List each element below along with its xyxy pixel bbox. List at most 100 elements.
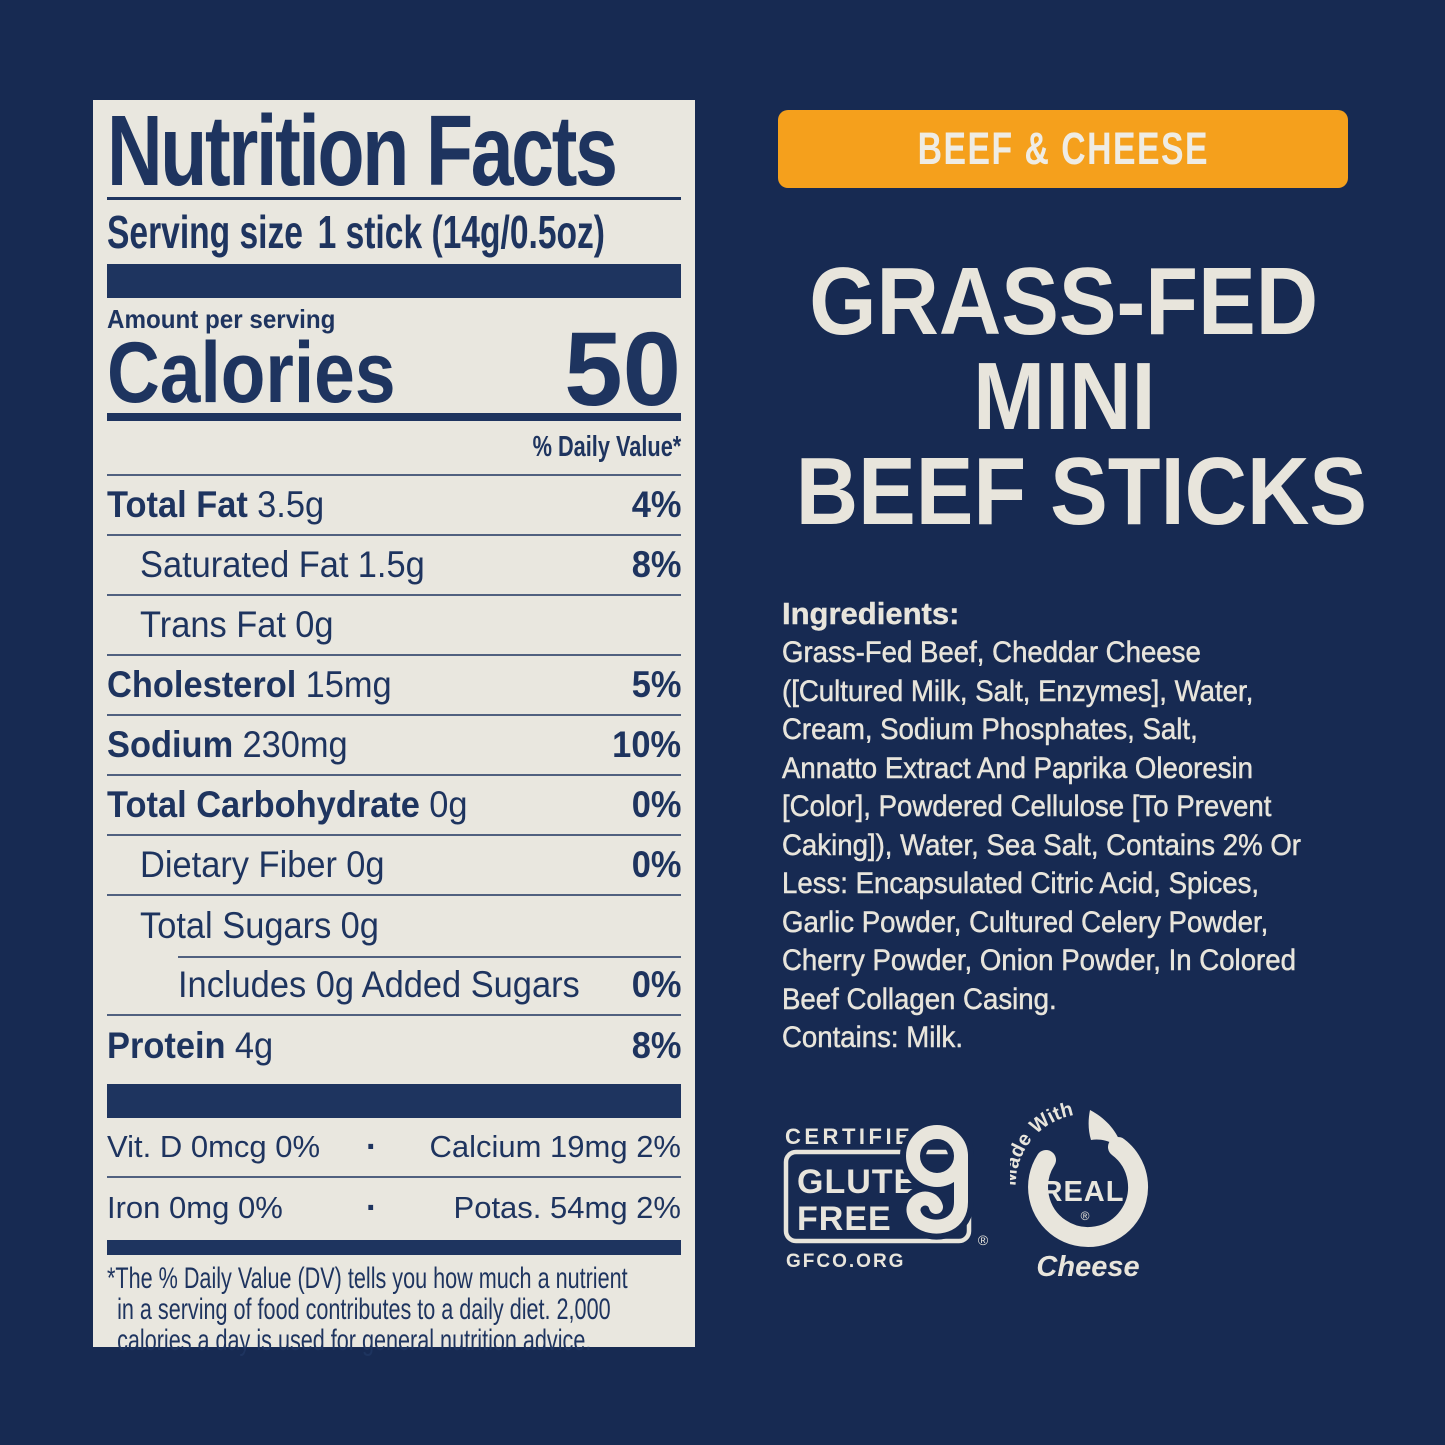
product-title: GRASS-FED MINI BEEF STICKS	[764, 248, 1367, 545]
nutrient-row-sodium: Sodium 230mg 10%	[107, 716, 681, 776]
nutrient-row-added-sugars: Includes 0g Added Sugars 0%	[107, 956, 681, 1016]
nutrient-dv: 8%	[631, 1025, 681, 1066]
nutrient-label: Cholesterol	[107, 664, 297, 705]
micronutrient-row-iron-potassium: Iron 0mg 0% · Potas. 54mg 2%	[107, 1178, 681, 1238]
footnote-line: *The % Daily Value (DV) tells you how mu…	[107, 1262, 628, 1295]
thick-bar	[107, 1084, 681, 1118]
nutrient-row-saturated-fat: Saturated Fat 1.5g 8%	[107, 536, 681, 596]
nutrient-label: Total Sugars	[140, 905, 332, 946]
serving-size-row: Serving size 1 stick (14g/0.5oz)	[107, 208, 681, 256]
title-divider	[107, 197, 681, 200]
daily-value-header: % Daily Value*	[107, 421, 681, 476]
nutrient-row-total-carbohydrate: Total Carbohydrate 0g 0%	[107, 776, 681, 836]
nutrient-text: Includes 0g Added Sugars	[178, 964, 580, 1006]
nutrient-value: 4g	[234, 1025, 274, 1066]
flavor-badge-label: BEEF & CHEESE	[917, 123, 1209, 174]
nutrient-dv: 4%	[631, 484, 681, 525]
serving-size-text: Serving size 1 stick (14g/0.5oz)	[107, 208, 605, 256]
separator-dot: ·	[366, 1127, 378, 1166]
ingredients-line: Garlic Powder, Cultured Celery Powder,	[782, 905, 1269, 939]
ingredients-line: Caking]), Water, Sea Salt, Contains 2% O…	[782, 828, 1302, 862]
nutrient-label: Saturated Fat	[140, 544, 349, 585]
real-cheese-text: Cheese	[1036, 1251, 1139, 1283]
registered-mark-icon: ®	[978, 1232, 989, 1248]
micro-left: Iron 0mg 0%	[107, 1190, 283, 1225]
daily-value-footnote: *The % Daily Value (DV) tells you how mu…	[107, 1263, 681, 1356]
nutrient-dv: 0%	[631, 784, 681, 825]
gfco-url-text: GFCO.ORG	[786, 1251, 905, 1272]
nutrient-value: 1.5g	[357, 544, 425, 585]
thin-bar	[107, 1240, 681, 1255]
daily-value-header-text: % Daily Value*	[532, 431, 681, 463]
nutrient-row-protein: Protein 4g 8%	[107, 1016, 681, 1076]
nutrient-text: Saturated Fat 1.5g	[140, 544, 425, 586]
product-title-line: GRASS-FED	[764, 248, 1364, 355]
nutrient-label: Protein	[107, 1025, 226, 1066]
flavor-badge-text: BEEF & CHEESE	[869, 123, 1258, 175]
calories-value: 50	[564, 311, 681, 428]
ingredients-line: Annatto Extract And Paprika Oleoresin	[782, 751, 1253, 785]
ingredients-section: Ingredients: Grass-Fed Beef, Cheddar Che…	[782, 594, 1382, 1058]
product-title-line: MINI	[764, 343, 1364, 450]
nutrient-value: 0g	[429, 784, 468, 825]
nutrient-text: Total Sugars 0g	[140, 905, 379, 947]
micronutrient-row-vitd-calcium: Vit. D 0mcg 0% · Calcium 19mg 2%	[107, 1118, 681, 1178]
product-title-line: BEEF STICKS	[764, 438, 1367, 545]
product-title-text: BEEF STICKS	[795, 438, 1367, 545]
calories-divider	[107, 413, 681, 421]
nutrient-value: 230mg	[242, 724, 348, 765]
nutrient-row-trans-fat: Trans Fat 0g	[107, 596, 681, 656]
nutrient-row-total-fat: Total Fat 3.5g 4%	[107, 476, 681, 536]
ingredients-heading: Ingredients:	[782, 596, 960, 631]
ingredients-line: Less: Encapsulated Citric Acid, Spices,	[782, 867, 1260, 900]
footnote-text: *The % Daily Value (DV) tells you how mu…	[107, 1263, 686, 1356]
micro-left: Vit. D 0mcg 0%	[107, 1129, 321, 1164]
micro-right: Potas. 54mg 2%	[453, 1190, 681, 1225]
gfco-gluten-free-logo: CERTIFIED GLUTEN FREE ® GFCO.ORG	[783, 1119, 989, 1272]
real-word-text: REAL	[1042, 1176, 1125, 1208]
ingredients-line: [Color], Powdered Cellulose [To Prevent	[782, 790, 1272, 823]
micro-right: Calcium 19mg 2%	[429, 1129, 681, 1164]
nutrient-value: 15mg	[305, 664, 392, 705]
calories-label: Calories	[107, 325, 446, 421]
product-title-text: GRASS-FED	[809, 248, 1319, 355]
gfco-g-icon	[900, 1119, 974, 1240]
nutrient-text: Cholesterol 15mg	[107, 664, 392, 706]
calories-label-text: Calories	[107, 325, 396, 421]
nutrient-text: Protein 4g	[107, 1025, 273, 1067]
nutrient-text: Trans Fat 0g	[140, 604, 334, 646]
nutrient-label: Total Carbohydrate	[107, 784, 420, 825]
separator-dot: ·	[366, 1188, 378, 1227]
ingredients-line: Contains: Milk.	[782, 1021, 963, 1054]
nutrient-label: Includes 0g Added Sugars	[178, 964, 580, 1005]
nutrient-value: 0g	[340, 905, 379, 946]
nutrient-row-cholesterol: Cholesterol 15mg 5%	[107, 656, 681, 716]
serving-size-label: Serving size	[107, 206, 303, 258]
nutrition-facts-title-text: Nutrition Facts	[107, 95, 618, 207]
thick-bar	[107, 264, 681, 298]
nutrient-text: Total Fat 3.5g	[107, 484, 324, 526]
nutrient-dv: 0%	[631, 844, 681, 885]
nutrient-label: Total Fat	[107, 484, 248, 525]
ingredients-line: Cherry Powder, Onion Powder, In Colored	[782, 944, 1296, 977]
nutrition-facts-panel: Nutrition Facts Serving size 1 stick (14g…	[93, 95, 695, 1356]
nutrient-text: Total Carbohydrate 0g	[107, 784, 467, 826]
nutrient-dv: 0%	[631, 964, 681, 1005]
nutrient-value: 0g	[346, 844, 385, 885]
nutrient-row-dietary-fiber: Dietary Fiber 0g 0%	[107, 836, 681, 896]
amount-per-serving-text: Amount per serving	[107, 304, 336, 334]
flavor-badge: BEEF & CHEESE	[778, 110, 1348, 188]
nutrient-dv: 5%	[631, 664, 681, 705]
nutrition-facts-title: Nutrition Facts	[107, 95, 681, 207]
product-title-text: MINI	[972, 343, 1156, 450]
nutrient-label: Sodium	[107, 724, 234, 765]
nutrient-dv: 10%	[612, 724, 681, 765]
real-seal-drop-icon	[1028, 1110, 1149, 1247]
nutrient-dv: 8%	[631, 544, 681, 585]
serving-size-value: 1 stick (14g/0.5oz)	[317, 206, 605, 258]
nutrient-value: 0g	[295, 604, 334, 645]
real-cheese-seal-logo: Made With REAL ® Cheese	[1010, 1102, 1149, 1283]
nutrient-text: Dietary Fiber 0g	[140, 844, 385, 886]
nutrient-value: 3.5g	[257, 484, 325, 525]
